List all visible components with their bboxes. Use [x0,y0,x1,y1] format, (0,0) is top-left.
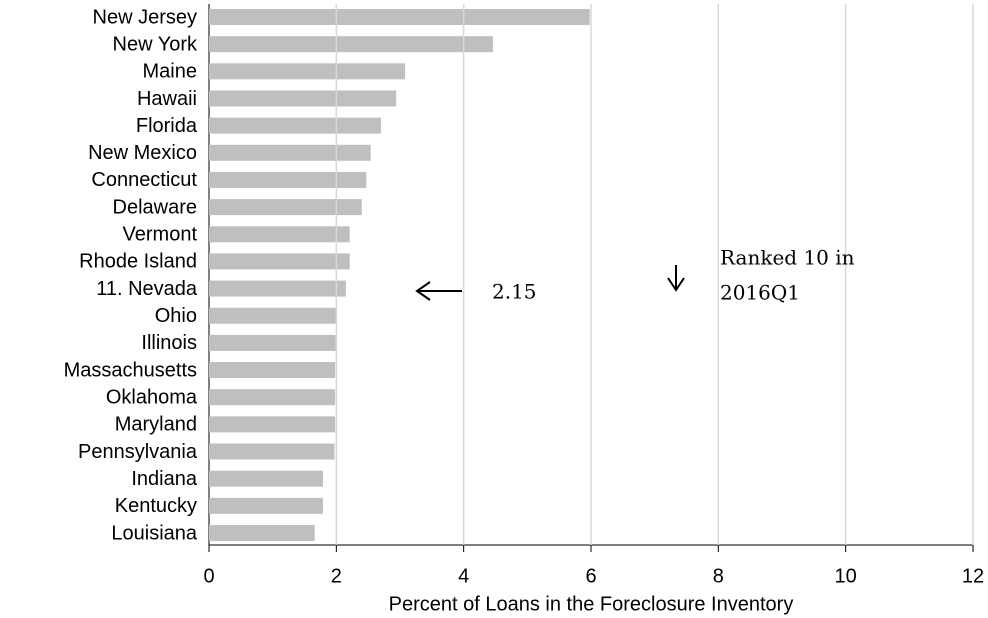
y-tick-label: Pennsylvania [78,441,198,463]
x-axis-title: Percent of Loans in the Foreclosure Inve… [389,593,794,615]
y-tick-label: Ohio [155,305,197,327]
bar [209,117,381,134]
down-arrow [667,265,685,292]
bar [209,199,362,216]
y-tick-label: New Mexico [88,142,197,164]
bar [209,497,323,514]
x-tick-label: 10 [835,565,857,587]
bar [209,416,336,433]
bar [209,171,367,188]
y-tick-label: Illinois [141,332,197,354]
annotation: Ranked 10 in [720,246,855,270]
y-tick-label: Maryland [115,414,197,436]
y-tick-label: Massachusetts [64,359,197,381]
x-tick-label: 6 [585,565,596,587]
bar [209,443,335,460]
bar [209,36,493,53]
bar [209,470,323,487]
bar [209,9,590,25]
bar [209,525,315,541]
y-tick-label: Louisiana [111,522,198,544]
y-tick-label: Oklahoma [106,386,198,408]
x-tick-label: 8 [713,565,724,587]
y-tick-label: Rhode Island [79,251,197,273]
x-tick-label: 4 [458,565,469,587]
y-tick-label: Kentucky [115,495,197,517]
bar [209,307,337,324]
bar [209,389,336,406]
x-tick-label: 12 [962,565,984,587]
y-tick-label: Connecticut [91,169,197,191]
bar [209,63,406,80]
y-tick-label: 11. Nevada [96,278,198,300]
y-tick-label: Florida [136,115,198,137]
annotation: 2.15 [492,280,537,304]
bar [209,253,350,270]
y-tick-label: Vermont [123,224,198,246]
bar [209,362,336,379]
y-tick-label: Delaware [113,196,197,218]
y-tick-label: Indiana [131,468,197,490]
y-tick-label: Hawaii [137,88,197,110]
annotation: 2016Q1 [720,281,800,305]
bar [209,226,350,243]
bar [209,280,346,297]
bar [209,144,371,161]
x-tick-label: 2 [331,565,342,587]
bar [209,334,336,351]
y-tick-label: Maine [143,61,197,83]
x-tick-label: 0 [203,565,214,587]
y-tick-label: New York [113,33,198,55]
bar [209,90,397,107]
nevada-arrow [415,281,462,301]
y-tick-label: New Jersey [93,6,197,28]
